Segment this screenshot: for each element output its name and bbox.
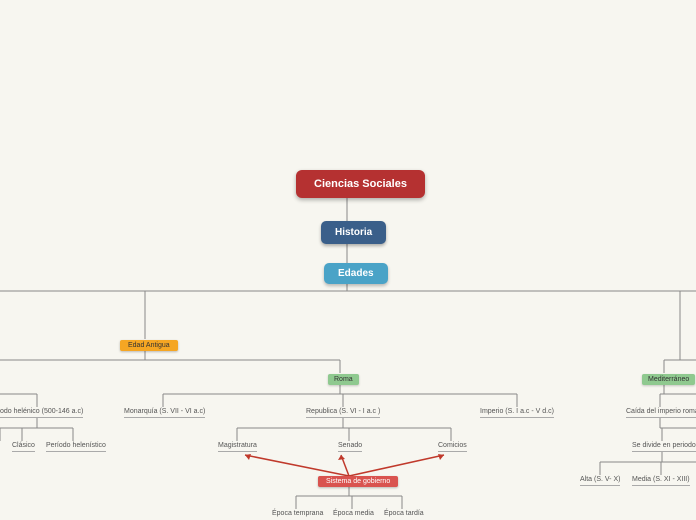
imperio-leaf[interactable]: Imperio (S. I a.c - V d.c) <box>480 408 554 418</box>
mediterraneo-node[interactable]: Mediterráneo <box>642 374 695 385</box>
historia-node[interactable]: Historia <box>321 221 386 244</box>
helenistico-leaf[interactable]: Período helenístico <box>46 442 106 452</box>
media-leaf[interactable]: Media (S. XI - XIII) <box>632 476 690 486</box>
roma-node[interactable]: Roma <box>328 374 359 385</box>
root-node[interactable]: Ciencias Sociales <box>296 170 425 198</box>
senado-leaf[interactable]: Senado <box>338 442 362 452</box>
temprana-leaf[interactable]: Época temprana <box>272 510 323 519</box>
comicios-leaf[interactable]: Comicios <box>438 442 467 452</box>
divide-leaf[interactable]: Se divide en periodo <box>632 442 696 452</box>
republica-leaf[interactable]: Republica (S. VI - I a.c ) <box>306 408 380 418</box>
sistema-gobierno-node[interactable]: Sistema de gobierno <box>318 476 398 487</box>
alta-leaf[interactable]: Alta (S. V- X) <box>580 476 620 486</box>
edad-antigua-node[interactable]: Edad Antigua <box>120 340 178 351</box>
tardia-leaf[interactable]: Época tardía <box>384 510 424 519</box>
magistratura-leaf[interactable]: Magistratura <box>218 442 257 452</box>
helenico-leaf[interactable]: odo helénico (500-146 a.c) <box>0 408 83 418</box>
clasico-leaf[interactable]: Clásico <box>12 442 35 452</box>
monarquia-leaf[interactable]: Monarquía (S. VII - VI a.c) <box>124 408 205 418</box>
caida-leaf[interactable]: Caída del imperio roma <box>626 408 696 418</box>
edades-node[interactable]: Edades <box>324 263 388 284</box>
epmedia-leaf[interactable]: Época media <box>333 510 374 519</box>
